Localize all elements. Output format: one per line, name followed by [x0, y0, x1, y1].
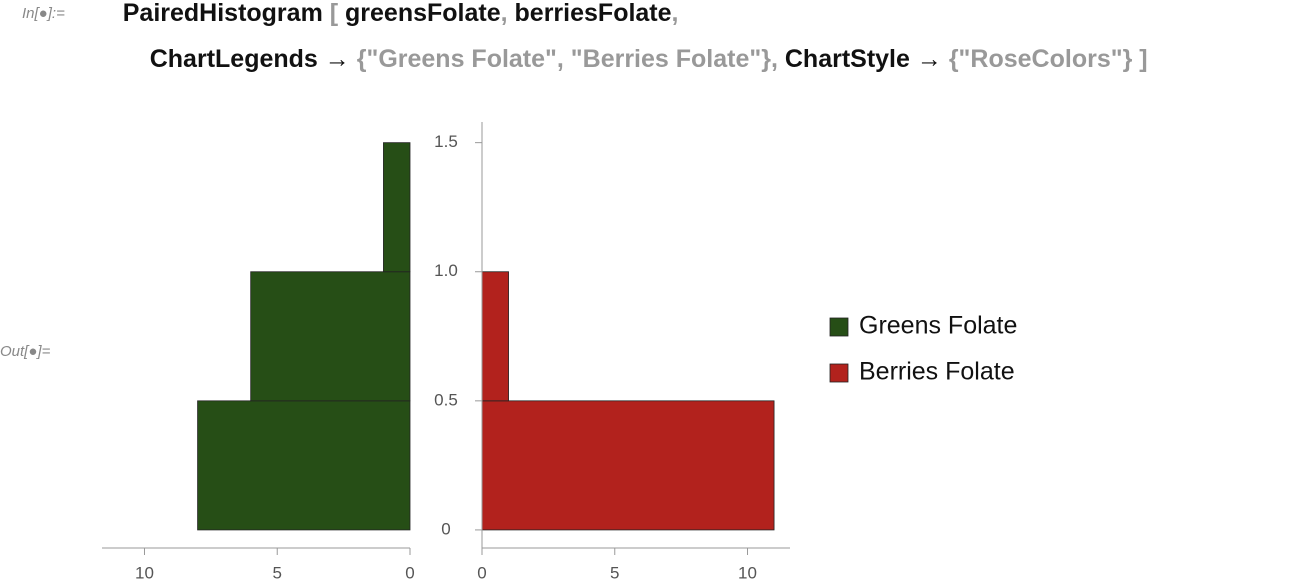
legend-swatch — [829, 317, 849, 337]
legend-swatch — [829, 363, 849, 383]
code-line: PairedHistogram [ greensFolate, berriesF… — [88, 0, 699, 27]
code-token: → — [910, 45, 949, 73]
x-tick-label: 10 — [738, 563, 757, 582]
code-line: ChartLegends → {"Greens Folate", "Berrie… — [115, 45, 1168, 73]
x-tick-label: 5 — [610, 563, 619, 582]
y-tick-label: 0 — [441, 519, 450, 538]
bar — [481, 271, 509, 402]
code-token: , — [771, 45, 785, 73]
y-tick-label: 1.5 — [434, 132, 458, 151]
code-token: PairedHistogram — [123, 0, 323, 27]
code-token: greensFolate — [345, 0, 501, 27]
code-token: , — [501, 0, 515, 27]
y-tick-label: 0.5 — [434, 390, 458, 409]
code-token: {"RoseColors"} — [949, 45, 1133, 73]
x-tick-label: 5 — [273, 563, 282, 582]
code-token: ChartLegends — [150, 45, 318, 73]
x-tick-label: 0 — [405, 563, 414, 582]
legend-label: Greens Folate — [859, 312, 1017, 340]
bar — [250, 271, 411, 402]
code-token: berriesFolate — [515, 0, 672, 27]
output-label: Out[●]= — [0, 343, 51, 360]
bar — [481, 400, 775, 531]
bar — [383, 142, 411, 273]
y-tick-label: 1.0 — [434, 261, 458, 280]
x-tick-label: 0 — [477, 563, 486, 582]
legend-label: Berries Folate — [859, 358, 1015, 386]
x-tick-label: 10 — [135, 563, 154, 582]
bar — [197, 400, 411, 531]
input-label: In[●]:= — [22, 5, 65, 22]
code-token: ] — [1132, 45, 1147, 73]
code-token: → — [318, 45, 357, 73]
code-token: , — [672, 0, 679, 27]
code-token: ChartStyle — [785, 45, 910, 73]
code-token: [ — [323, 0, 345, 27]
code-token: {"Greens Folate", "Berries Folate"} — [357, 45, 771, 73]
